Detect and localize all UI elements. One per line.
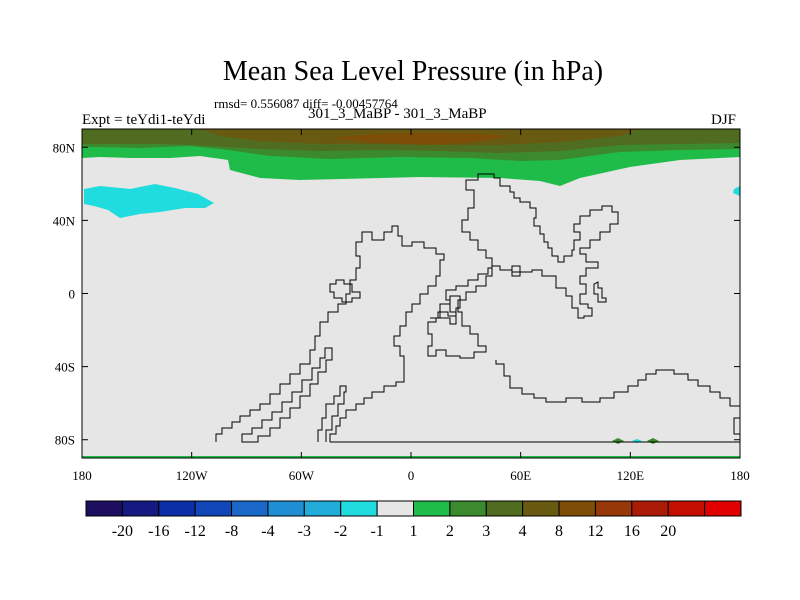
- colorbar-swatch: [631, 500, 669, 517]
- colorbar-label: -8: [225, 523, 238, 540]
- colorbar-label: -20: [112, 523, 133, 540]
- coastline-caspian: [511, 265, 521, 273]
- season-label: DJF: [711, 112, 737, 128]
- lat-tick-label: 40S: [55, 360, 75, 375]
- colorbar-swatch: [194, 500, 233, 517]
- coastline-andes-strip: [241, 347, 333, 443]
- map-background: [82, 129, 740, 458]
- coastline-japan: [593, 281, 607, 303]
- lon-tick-label: 180: [72, 468, 92, 483]
- coastline-eurasia: [427, 173, 619, 359]
- colorbar-swatch: [522, 500, 560, 517]
- colorbar-swatch: [558, 500, 596, 517]
- colorbar-label: 3: [482, 523, 490, 540]
- colorbar-label: -12: [185, 523, 206, 540]
- lat-axis: 80N 40N 0 40S 80S: [53, 140, 740, 448]
- lon-tick-label: 60E: [510, 468, 531, 483]
- coastline-greenland: [329, 279, 361, 303]
- contour-fill-minus-1: [84, 184, 214, 218]
- colorbar-label: 16: [624, 523, 640, 540]
- coastlines: [215, 173, 740, 443]
- rmsd-diff-stats: rmsd= 0.556087 diff= -0.00457764: [214, 96, 398, 111]
- colorbar-label: 8: [555, 523, 563, 540]
- colorbar-swatch: [667, 500, 706, 517]
- colorbar-swatch: [376, 500, 415, 517]
- coastline-antarctica: [330, 360, 740, 443]
- case-label: 301_3_MaBP - 301_3_MaBP: [308, 106, 487, 122]
- contour-fill-minus-1-east: [733, 186, 740, 196]
- coastline-americas: [215, 225, 445, 442]
- contour-fill-12: [330, 132, 510, 145]
- colorbar-swatch: [267, 500, 305, 517]
- colorbar-swatch: [485, 500, 524, 517]
- colorbar-label: 4: [519, 523, 527, 540]
- colorbar-swatch: [594, 500, 633, 517]
- lon-tick-label: 0: [408, 468, 415, 483]
- colorbar-label: -4: [261, 523, 274, 540]
- coastline-arabia-africa: [430, 295, 461, 319]
- map-panel: [82, 129, 740, 458]
- colorbar-label: 2: [446, 523, 454, 540]
- lon-axis: 180 120W 60W 0 60E 120E 180: [72, 129, 750, 483]
- colorbar-label: -16: [148, 523, 169, 540]
- colorbar-label: 20: [660, 523, 676, 540]
- colorbar-swatch: [340, 500, 378, 517]
- coastline-patagonia: [317, 385, 347, 442]
- colorbar-label: -3: [298, 523, 311, 540]
- colorbar-label: 1: [410, 523, 418, 540]
- lon-tick-label: 120W: [176, 468, 209, 483]
- experiment-label: Expt = teYdi1-teYdi: [82, 112, 206, 128]
- colorbar-swatch: [449, 500, 487, 517]
- lat-tick-label: 0: [69, 287, 76, 302]
- colorbar-swatch: [158, 500, 196, 517]
- plot-title: Mean Sea Level Pressure (in hPa): [222, 56, 604, 87]
- colorbar-swatch: [704, 500, 742, 517]
- colorbar-swatch: [121, 500, 160, 517]
- lat-tick-label: 80S: [55, 433, 75, 448]
- colorbar-swatch: [85, 500, 123, 517]
- lon-tick-label: 180: [730, 468, 750, 483]
- lon-tick-label: 120E: [617, 468, 645, 483]
- colorbar-label: -2: [334, 523, 347, 540]
- colorbar-swatch: [413, 500, 451, 517]
- lat-tick-label: 80N: [53, 140, 76, 155]
- lon-tick-label: 60W: [289, 468, 315, 483]
- colorbar-label: 12: [587, 523, 603, 540]
- lat-tick-label: 40N: [53, 213, 76, 228]
- colorbar-swatch: [231, 500, 269, 517]
- colorbar: -20 -16 -12 -8 -4 -3 -2 -1 1 2 3 4 8 12 16 20: [85, 500, 742, 540]
- colorbar-swatch: [303, 500, 342, 517]
- colorbar-label: -1: [370, 523, 383, 540]
